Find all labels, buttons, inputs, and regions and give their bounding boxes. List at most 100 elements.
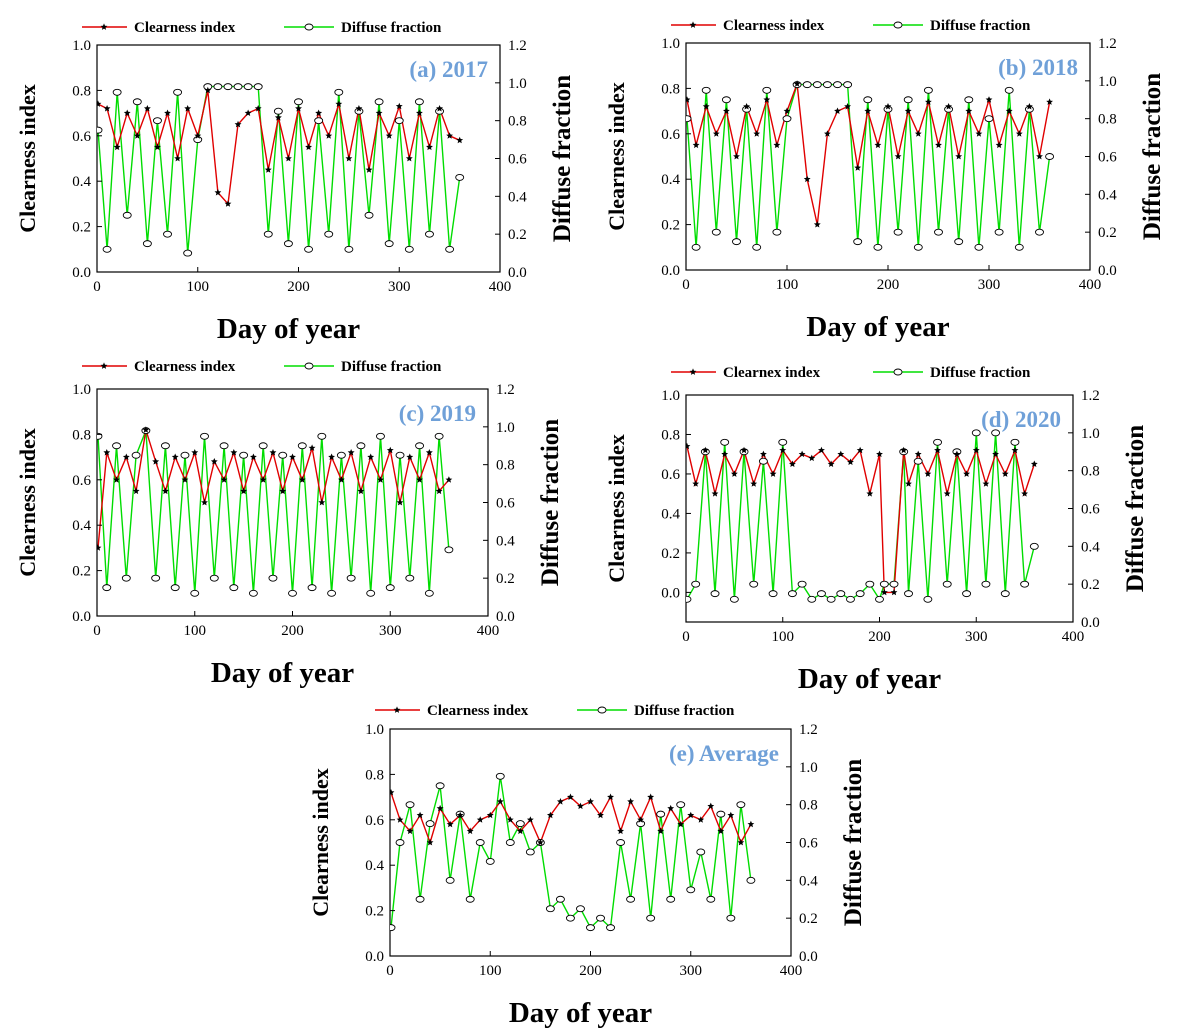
diffuse-fraction-point [846, 595, 855, 603]
diffuse-fraction-point [102, 245, 112, 253]
clearness-index-point [377, 476, 384, 483]
y-axis-title: Clearness index [15, 428, 40, 577]
diffuse-fraction-point [812, 81, 822, 89]
clearness-index-point [476, 816, 484, 823]
diffuse-fraction-point [190, 589, 200, 597]
diffuse-fraction-point [314, 117, 324, 125]
diffuse-fraction-point [758, 457, 768, 465]
clearness-index-point [763, 96, 771, 103]
diffuse-fraction-point [183, 249, 193, 257]
clearness-index-point [697, 816, 705, 823]
legend-diffuse-marker [304, 362, 314, 370]
diffuse-fraction-point [676, 801, 686, 809]
legend: Clearness index Diffuse fraction [82, 20, 442, 36]
legend-clearness-label: Clearness index [134, 359, 236, 375]
series-area [390, 772, 756, 932]
diffuse-fraction-point [317, 432, 327, 440]
x-tick-label: 200 [281, 623, 304, 639]
diffuse-fraction-point [258, 442, 268, 450]
diffuse-fraction-point [97, 126, 103, 134]
x-tick-label: 100 [776, 277, 799, 293]
clearness-index-point [711, 490, 719, 497]
y2-tick-label: 1.2 [508, 38, 527, 54]
legend-diffuse-marker [893, 368, 903, 376]
y2-tick-label: 0.8 [1081, 464, 1100, 480]
series-area [686, 80, 1055, 251]
y-tick-label: 0.8 [661, 427, 680, 443]
diffuse-fraction-point [586, 924, 595, 932]
clearness-index-point [760, 450, 767, 458]
clearness-index-point [446, 820, 454, 828]
x-tick-label: 400 [1079, 277, 1102, 293]
diffuse-fraction-point [390, 924, 396, 932]
clearness-index-point [405, 154, 413, 162]
diffuse-fraction-point [132, 98, 142, 106]
diffuse-fraction-point [1035, 228, 1044, 236]
diffuse-fraction-point [1004, 86, 1014, 94]
x-axis-title: Day of year [211, 657, 354, 689]
clearness-index-point [191, 449, 199, 456]
y-tick-label: 0.4 [72, 518, 91, 534]
y-tick-label: 0.4 [72, 174, 91, 190]
clearness-index-point [436, 804, 444, 812]
clearness-index-point [274, 114, 282, 121]
diffuse-fraction-point [414, 98, 424, 106]
diffuse-fraction-point [344, 245, 354, 253]
legend-clearness-label: Clearness index [723, 18, 825, 34]
diffuse-fraction-point [889, 580, 899, 588]
y-tick-label: 1.0 [72, 382, 91, 398]
clearness-index-point [597, 811, 604, 819]
clearness-index-point [214, 189, 222, 196]
diffuse-fraction-point [376, 432, 385, 440]
clearness-index-point [721, 450, 729, 458]
clearness-index-point [224, 200, 232, 207]
diffuse-fraction-point [223, 83, 233, 91]
diffuse-fraction-point [787, 590, 797, 598]
clearness-index-point [808, 454, 816, 462]
diffuse-fraction-point [465, 895, 475, 903]
y-axis-title: Clearness index [604, 434, 629, 583]
diffuse-fraction-point [425, 820, 435, 828]
diffuse-fraction-point [445, 245, 455, 253]
diffuse-fraction-point [636, 820, 646, 828]
diffuse-fraction-point [444, 546, 454, 554]
clearness-index-point [416, 811, 424, 819]
clearness-index-point [142, 426, 150, 433]
clearness-index-point [396, 498, 404, 506]
clearness-index-point [103, 105, 111, 112]
x-tick-label: 0 [682, 629, 690, 645]
x-tick-label: 300 [965, 629, 988, 645]
clearness-index-point [259, 476, 267, 483]
clearness-index-point [798, 450, 806, 458]
y2-axis-title: Diffuse fraction [840, 759, 867, 926]
legend: Clearness index Diffuse fraction [671, 18, 1031, 34]
clearness-index-point [1015, 130, 1023, 137]
diffuse-fraction-point [405, 801, 415, 809]
y-tick-label: 0.0 [72, 265, 91, 281]
clearness-index-point [279, 487, 287, 495]
clearness-index-point [900, 446, 908, 454]
legend-diffuse-label: Diffuse fraction [341, 359, 442, 375]
clearness-index-point [298, 476, 306, 483]
clearness-index-point [972, 446, 980, 454]
clearness-index-point [285, 154, 292, 162]
y-axis-title: Clearness index [15, 84, 40, 233]
y2-tick-label: 0.6 [496, 496, 515, 512]
clearness-index-point [743, 103, 750, 110]
y-tick-label: 1.0 [365, 722, 384, 738]
diffuse-fraction-point [288, 589, 297, 597]
diffuse-fraction-point [278, 451, 288, 459]
x-tick-label: 400 [780, 963, 803, 979]
diffuse-fraction-point [802, 81, 812, 89]
clearness-index-point [396, 816, 404, 823]
diffuse-fraction-point [782, 115, 792, 123]
legend-clearness-marker [393, 706, 401, 713]
panel-label: (b) 2018 [998, 55, 1078, 80]
diffuse-fraction-point [163, 230, 172, 238]
diffuse-fraction-point [807, 595, 817, 603]
diffuse-fraction-point [263, 230, 273, 238]
y2-tick-label: 0.8 [1098, 112, 1117, 128]
y2-tick-label: 0.2 [1098, 225, 1117, 241]
clearness-index-point [723, 107, 730, 114]
